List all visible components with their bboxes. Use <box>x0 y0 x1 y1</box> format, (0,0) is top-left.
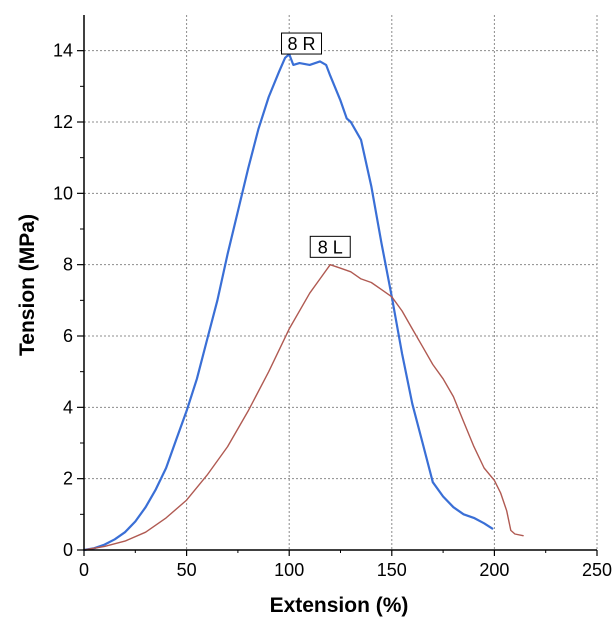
grid <box>84 15 598 550</box>
x-tick-label: 150 <box>377 560 407 580</box>
series-line-2 <box>83 264 524 551</box>
annotation-text: 8 L <box>318 237 343 257</box>
y-tick-label: 12 <box>53 112 73 132</box>
y-tick-label: 10 <box>53 183 73 203</box>
x-tick-label: 100 <box>274 560 304 580</box>
annotation-label: 8 R <box>281 32 323 55</box>
tick-labels: 0 50 100 150 200 250 0 2 4 6 8 10 12 14 <box>53 41 612 580</box>
annotation-box <box>281 32 323 55</box>
y-tick-label: 2 <box>63 469 73 489</box>
plot-area <box>82 53 524 552</box>
x-tick-label: 50 <box>177 560 197 580</box>
y-tick-label: 8 <box>63 255 73 275</box>
y-tick-label: 0 <box>63 540 73 560</box>
y-tick-label: 4 <box>63 397 73 417</box>
x-axis-title: Extension (%) <box>270 594 409 617</box>
annotation-text: 8 R <box>288 34 316 54</box>
y-axis-title: Tension (MPa) <box>16 214 39 356</box>
annotation-box <box>309 235 351 258</box>
series-line-1 <box>82 53 494 552</box>
axes <box>77 15 598 556</box>
annotation-label: 8 L <box>309 235 351 258</box>
x-tick-label: 200 <box>479 560 509 580</box>
y-tick-label: 14 <box>53 41 73 61</box>
x-tick-label: 250 <box>582 560 612 580</box>
annotations: 8 R 8 L <box>281 32 351 258</box>
y-tick-label: 6 <box>63 326 73 346</box>
x-tick-label: 0 <box>79 560 89 580</box>
